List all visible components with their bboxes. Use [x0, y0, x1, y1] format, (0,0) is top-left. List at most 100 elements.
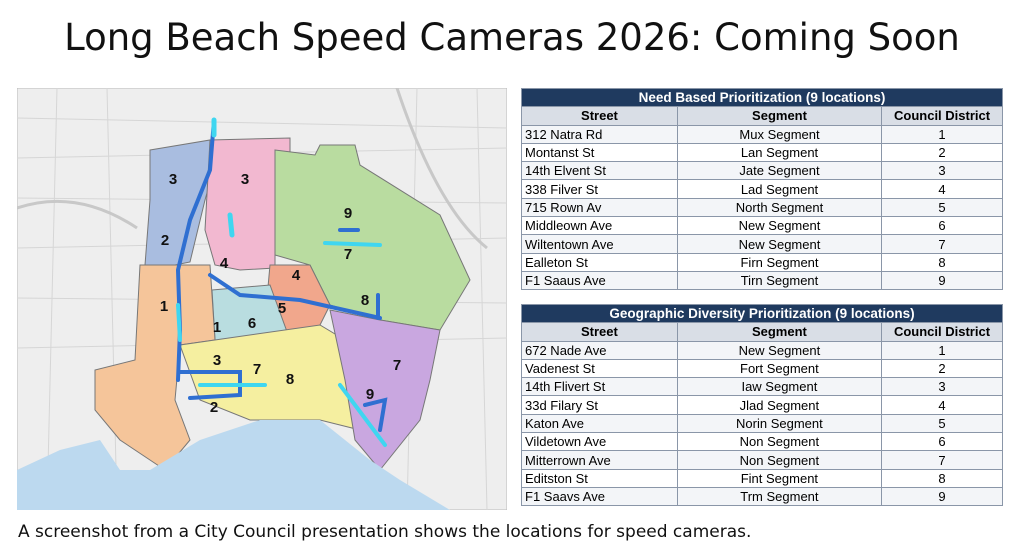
district-label: 3 — [169, 171, 177, 188]
table-title: Need Based Prioritization (9 locations) — [521, 87, 1003, 108]
table-cell: 715 Rown Av — [521, 197, 678, 218]
table-cell: Mitterrown Ave — [521, 450, 678, 470]
table-row: 715 Rown Av North Segment 5 — [521, 197, 1003, 218]
table-row: Mitterrown Ave Non Segment 7 — [521, 450, 1003, 470]
table-row: Middleown Ave New Segment 6 — [521, 216, 1003, 236]
table-title-row: Geographic Diversity Prioritization (9 l… — [521, 303, 1003, 324]
table-row: F1 Saaus Ave Tirn Segment 9 — [521, 270, 1003, 291]
table-cell: New Segment — [676, 216, 883, 236]
table-cell: 4 — [881, 179, 1003, 199]
table-cell: Middleown Ave — [521, 216, 678, 236]
column-header: Street — [521, 106, 678, 126]
table-cell: Fort Segment — [676, 358, 883, 379]
column-header: Council District — [881, 106, 1003, 126]
table-cell: 1 — [881, 340, 1003, 360]
table-cell: Norin Segment — [676, 413, 883, 434]
district-label: 1 — [213, 319, 221, 336]
table-row: 14th Flivert St Iaw Segment 3 — [521, 377, 1003, 397]
table-cell: Iaw Segment — [676, 377, 883, 397]
table-cell: 4 — [881, 395, 1003, 415]
table-cell: 3 — [881, 161, 1003, 181]
table-row: Editston St Fint Segment 8 — [521, 468, 1003, 488]
table-cell: North Segment — [676, 197, 883, 218]
caption: A screenshot from a City Council present… — [18, 522, 752, 542]
table-cell: F1 Saavs Ave — [521, 486, 678, 507]
table-row: F1 Saavs Ave Trm Segment 9 — [521, 486, 1003, 507]
district-label: 2 — [210, 399, 218, 416]
header-row: Street Segment Council District — [521, 106, 1003, 126]
table-cell: Mux Segment — [676, 124, 883, 144]
district-label: 9 — [344, 205, 352, 222]
table-cell: 8 — [881, 468, 1003, 488]
district-label: 8 — [361, 292, 369, 309]
table-row: 14th Elvent St Jate Segment 3 — [521, 161, 1003, 181]
need-based-table: Need Based Prioritization (9 locations) S… — [521, 87, 1003, 291]
column-header: Council District — [881, 322, 1003, 342]
district-labels: 3 3 9 2 7 4 4 8 1 5 1 6 3 7 8 2 7 9 — [160, 171, 401, 416]
table-cell: New Segment — [676, 340, 883, 360]
table-cell: Lad Segment — [676, 179, 883, 199]
table-cell: Wiltentown Ave — [521, 234, 678, 254]
table-cell: Montanst St — [521, 142, 678, 163]
table-cell: Lan Segment — [676, 142, 883, 163]
column-header: Street — [521, 322, 678, 342]
table-cell: Jate Segment — [676, 161, 883, 181]
column-header: Segment — [676, 322, 883, 342]
table-cell: 338 Filver St — [521, 179, 678, 199]
table-cell: Tirn Segment — [676, 270, 883, 291]
table-cell: Non Segment — [676, 450, 883, 470]
district-label: 7 — [393, 357, 401, 374]
table-cell: 33d Filary St — [521, 395, 678, 415]
table-cell: 14th Flivert St — [521, 377, 678, 397]
district-label: 4 — [292, 267, 301, 284]
table-row: Wiltentown Ave New Segment 7 — [521, 234, 1003, 254]
table-row: Vildetown Ave Non Segment 6 — [521, 432, 1003, 452]
district-label: 8 — [286, 371, 294, 388]
table-cell: 8 — [881, 252, 1003, 272]
table-cell: Non Segment — [676, 432, 883, 452]
table-cell: 312 Natra Rd — [521, 124, 678, 144]
map: 3 3 9 2 7 4 4 8 1 5 1 6 3 7 8 2 7 9 — [17, 88, 507, 510]
table-cell: 1 — [881, 124, 1003, 144]
table-cell: 2 — [881, 142, 1003, 163]
header-row: Street Segment Council District — [521, 322, 1003, 342]
district-label: 5 — [278, 300, 286, 317]
table-cell: Fint Segment — [676, 468, 883, 488]
table-row: Katon Ave Norin Segment 5 — [521, 413, 1003, 434]
table-row: 672 Nade Ave New Segment 1 — [521, 340, 1003, 360]
table-row: Montanst St Lan Segment 2 — [521, 142, 1003, 163]
table-title-row: Need Based Prioritization (9 locations) — [521, 87, 1003, 108]
table-cell: Vildetown Ave — [521, 432, 678, 452]
table-cell: 3 — [881, 377, 1003, 397]
title: Long Beach Speed Cameras 2026: Coming So… — [64, 16, 960, 59]
column-header: Segment — [676, 106, 883, 126]
table-row: 33d Filary St Jlad Segment 4 — [521, 395, 1003, 415]
table-cell: 9 — [881, 486, 1003, 507]
table-cell: 9 — [881, 270, 1003, 291]
table-cell: Ealleton St — [521, 252, 678, 272]
table-row: Vadenest St Fort Segment 2 — [521, 358, 1003, 379]
district-label: 7 — [253, 361, 261, 378]
table-cell: 5 — [881, 197, 1003, 218]
table-cell: 672 Nade Ave — [521, 340, 678, 360]
table-row: 312 Natra Rd Mux Segment 1 — [521, 124, 1003, 144]
table-cell: New Segment — [676, 234, 883, 254]
camera-corridors — [175, 117, 388, 447]
table-cell: 6 — [881, 432, 1003, 452]
table-title: Geographic Diversity Prioritization (9 l… — [521, 303, 1003, 324]
district-label: 4 — [220, 255, 229, 272]
table-cell: F1 Saaus Ave — [521, 270, 678, 291]
table-cell: 7 — [881, 234, 1003, 254]
table-cell: Firn Segment — [676, 252, 883, 272]
district-label: 9 — [366, 386, 374, 403]
table-cell: 2 — [881, 358, 1003, 379]
district-label: 2 — [161, 232, 169, 249]
table-cell: Vadenest St — [521, 358, 678, 379]
table-cell: Editston St — [521, 468, 678, 488]
table-row: Ealleton St Firn Segment 8 — [521, 252, 1003, 272]
table-row: 338 Filver St Lad Segment 4 — [521, 179, 1003, 199]
district-label: 1 — [160, 298, 168, 315]
table-cell: Katon Ave — [521, 413, 678, 434]
table-cell: Trm Segment — [676, 486, 883, 507]
